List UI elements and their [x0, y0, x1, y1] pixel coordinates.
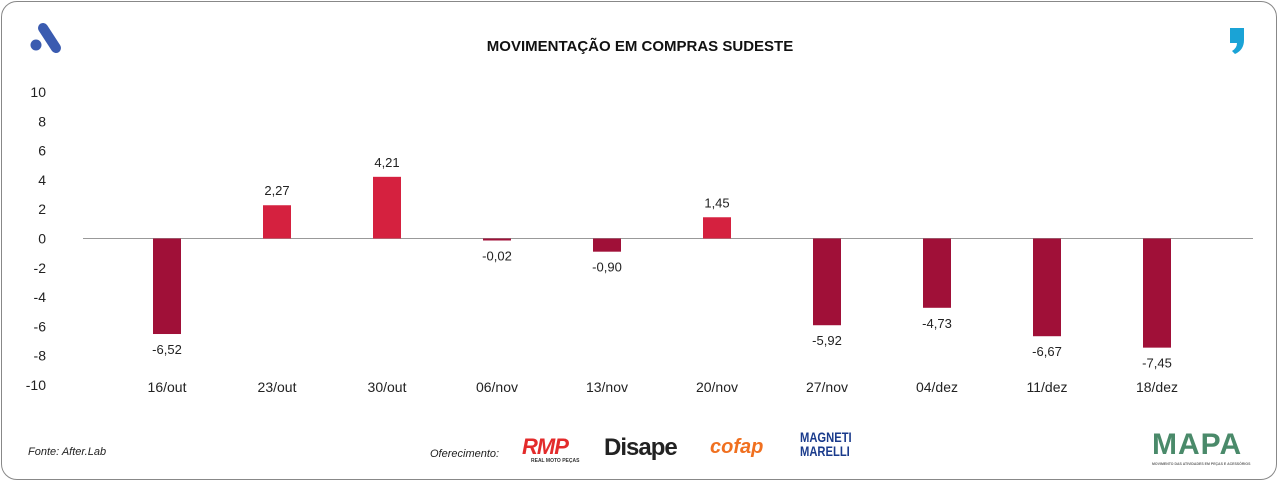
y-tick-label: 2 [38, 201, 46, 217]
y-tick-label: -8 [34, 348, 47, 364]
offer-label: Oferecimento: [430, 448, 500, 460]
y-tick-label: -6 [34, 318, 47, 334]
y-tick-label: 4 [38, 172, 46, 188]
source-note: Fonte: After.Lab [28, 446, 107, 458]
data-label: -6,52 [152, 342, 182, 357]
x-tick-label: 30/out [368, 379, 407, 395]
x-tick-label: 23/out [258, 379, 297, 395]
bar [483, 238, 511, 241]
bar [593, 238, 621, 252]
y-tick-label: 8 [38, 113, 46, 129]
bar [813, 238, 841, 326]
data-label: -0,02 [482, 249, 512, 264]
x-tick-label: 13/nov [586, 379, 628, 395]
x-tick-label: 16/out [148, 379, 187, 395]
bar [1143, 238, 1171, 348]
data-label: 4,21 [374, 155, 399, 170]
y-tick-label: -10 [26, 377, 46, 393]
bar [153, 238, 181, 335]
bar [263, 205, 291, 239]
data-label: 2,27 [264, 183, 289, 198]
sponsor-magneti-marelli-logo: MAGNETI MARELLI [800, 429, 852, 459]
data-label: -0,90 [592, 260, 622, 275]
y-tick-label: 0 [38, 231, 46, 247]
data-label: -4,73 [922, 316, 952, 331]
y-tick-label: -4 [34, 289, 47, 305]
sponsor-rmp-sub: REAL MOTO PEÇAS [531, 458, 580, 464]
chart-title: MOVIMENTAÇÃO EM COMPRAS SUDESTE [486, 38, 794, 55]
sponsor-rmp-logo: RMP [522, 434, 569, 459]
y-tick-label: 6 [38, 143, 46, 159]
y-tick-label: 10 [30, 84, 46, 100]
sponsor-disape-logo: Disape [604, 434, 678, 461]
x-tick-label: 27/nov [806, 379, 848, 395]
x-tick-label: 18/dez [1136, 379, 1178, 395]
bar [923, 238, 951, 308]
sponsor-cofap-logo: cofap [710, 436, 764, 458]
data-label: -6,67 [1032, 344, 1062, 359]
x-tick-label: 20/nov [696, 379, 738, 395]
bar [703, 217, 731, 239]
x-tick-label: 06/nov [476, 379, 518, 395]
y-tick-label: -2 [34, 260, 47, 276]
x-tick-label: 04/dez [916, 379, 958, 395]
bar [1033, 238, 1061, 337]
x-tick-label: 11/dez [1027, 379, 1068, 395]
bar [373, 176, 401, 239]
data-label: -7,45 [1142, 356, 1172, 371]
data-label: 1,45 [704, 195, 729, 210]
mapa-logo: MAPA [1152, 428, 1243, 461]
data-label: -5,92 [812, 333, 842, 348]
mapa-subtitle: MOVIMENTO DAS ATIVIDADES EM PEÇAS E ACES… [1152, 462, 1251, 466]
